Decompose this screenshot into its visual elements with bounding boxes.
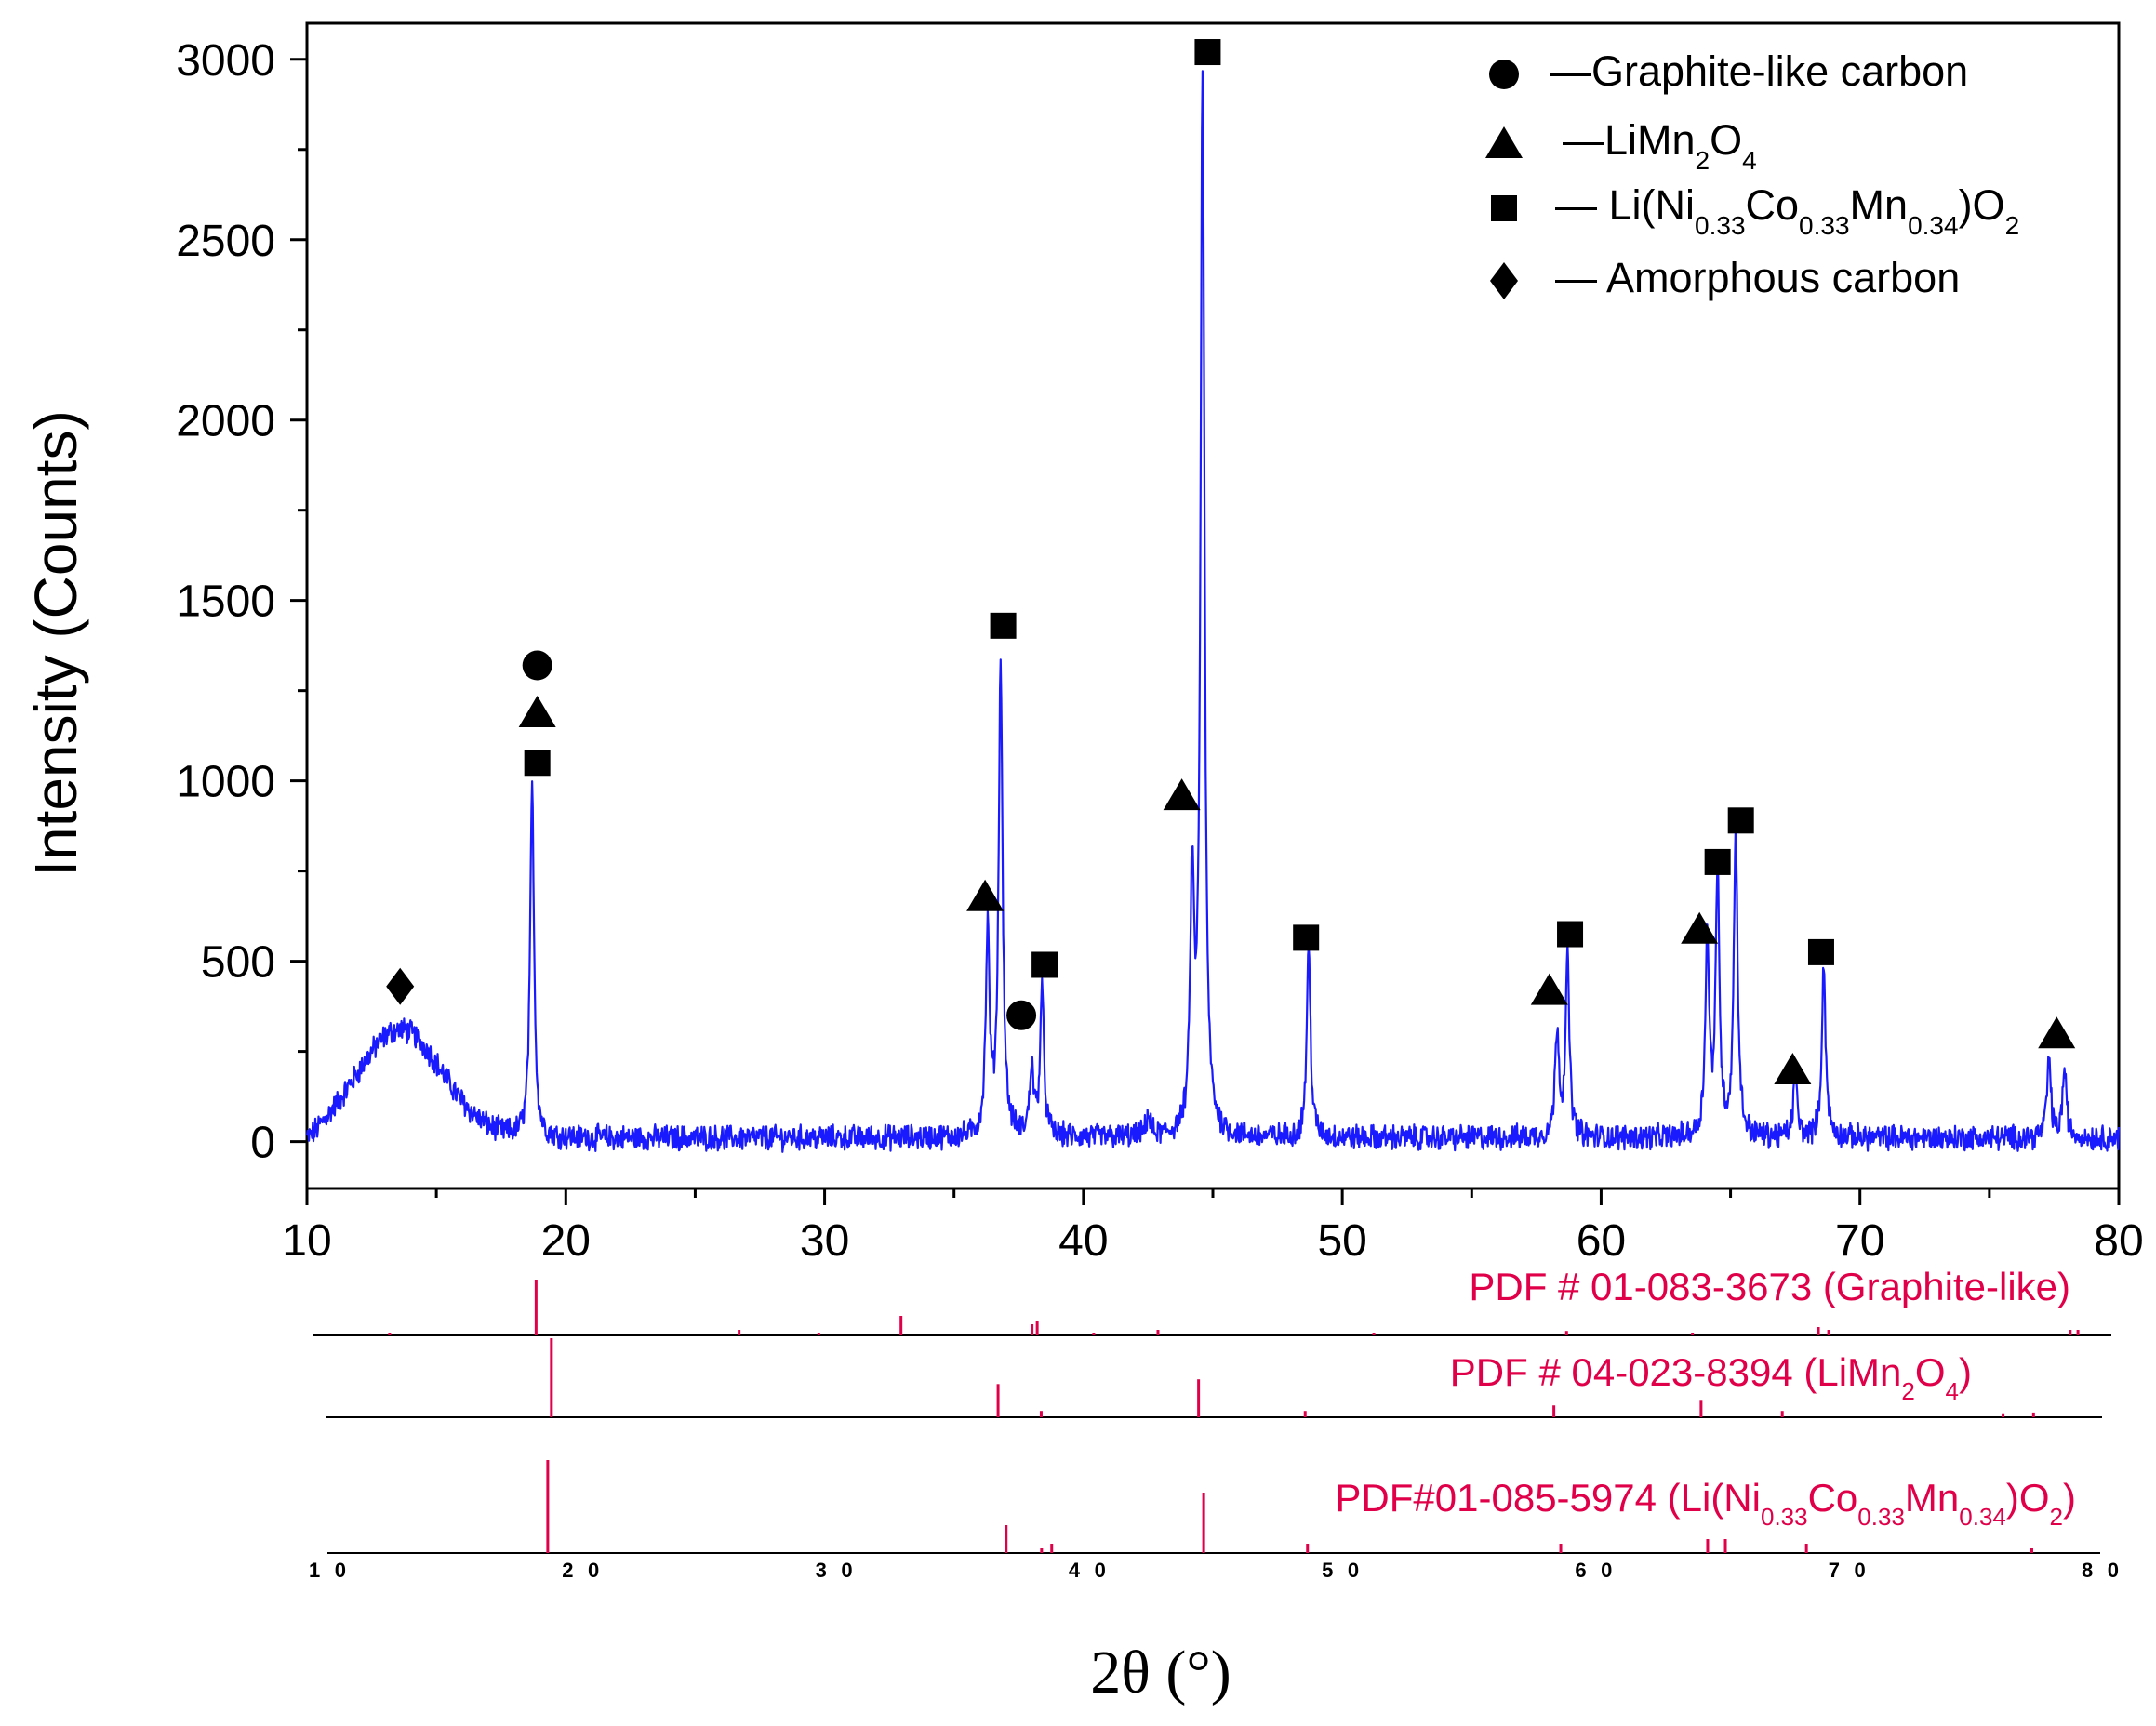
legend-marker-square (1491, 195, 1517, 221)
x-tick-label: 30 (800, 1216, 849, 1266)
reference-x-tick-label: 10 (309, 1559, 346, 1582)
legend-label: — Amorphous carbon (1555, 254, 1960, 301)
legend-marker-diamond (1490, 262, 1518, 299)
legend: —Graphite-like carbon —LiMn2O4 — Li(Ni0.33… (1485, 47, 2019, 301)
peak-marker-square (1807, 938, 1834, 965)
legend-label: —LiMn2O4 (1563, 116, 1757, 175)
peak-marker-triangle (1163, 778, 1201, 811)
peak-marker-square (1194, 39, 1221, 66)
reference-label: PDF # 04-023-8394 (LiMn2O4) (1450, 1350, 1972, 1405)
y-axis-label: Intensity (Counts) (22, 410, 89, 877)
peak-marker-triangle (1530, 973, 1568, 1005)
y-tick-label: 500 (201, 938, 275, 988)
reference-x-tick-label: 30 (816, 1559, 853, 1582)
reference-x-tick-label: 20 (562, 1559, 599, 1582)
peak-marker-triangle (518, 695, 556, 727)
x-tick-label: 70 (1835, 1216, 1884, 1266)
plot-frame (305, 21, 2121, 1190)
y-tick-label: 1000 (176, 758, 275, 807)
peak-marker-square (1031, 951, 1058, 978)
peak-marker-diamond (386, 967, 415, 1005)
x-axis-label: 2θ (°) (1090, 1639, 1231, 1706)
reference-patterns: PDF # 01-083-3673 (Graphite-like) PDF # 0… (309, 1265, 2119, 1582)
peak-marker-square (990, 612, 1017, 639)
peak-marker-square (524, 750, 551, 777)
x-tick-label: 40 (1058, 1216, 1108, 1266)
x-tick-label: 10 (282, 1216, 331, 1266)
reference-x-tick-label: 80 (2082, 1559, 2119, 1582)
reference-x-tick-label: 50 (1322, 1559, 1359, 1582)
reference-label: PDF#01-085-5974 (Li(Ni0.33Co0.33Mn0.34)O… (1335, 1476, 2076, 1531)
y-tick-label: 3000 (176, 36, 275, 86)
reference-x-tick-label: 60 (1575, 1559, 1612, 1582)
x-tick-label: 20 (541, 1216, 591, 1266)
legend-label: —Graphite-like carbon (1550, 47, 1968, 95)
x-tick-label: 60 (1577, 1216, 1626, 1266)
peak-marker-square (1704, 848, 1731, 875)
peak-marker-triangle (2038, 1016, 2076, 1049)
peak-marker-circle (1006, 1000, 1037, 1030)
reference-x-tick-label: 70 (1829, 1559, 1866, 1582)
peak-marker-circle (522, 650, 552, 681)
reference-x-tick-label: 40 (1069, 1559, 1106, 1582)
reference-label: PDF # 01-083-3673 (Graphite-like) (1469, 1265, 2070, 1308)
x-tick-label: 80 (2094, 1216, 2143, 1266)
peak-marker-square (1557, 921, 1584, 948)
xrd-pattern-line (305, 70, 2121, 1153)
y-tick-label: 1500 (176, 578, 275, 627)
peak-marker-square (1727, 807, 1754, 834)
legend-marker-circle (1489, 60, 1519, 89)
y-tick-label: 2500 (176, 217, 275, 266)
peak-marker-square (1293, 924, 1320, 951)
x-tick-label: 50 (1317, 1216, 1366, 1266)
peak-marker-triangle (966, 879, 1005, 911)
peak-marker-triangle (1774, 1052, 1812, 1084)
peak-marker-triangle (1681, 911, 1719, 944)
legend-label: — Li(Ni0.33Co0.33Mn0.34)O2 (1555, 181, 2019, 240)
main-plot: 0 500 1000 1500 2000 2500 3000 10 20 30 40 50 60 70 80 (176, 21, 2144, 1266)
legend-marker-triangle (1485, 126, 1523, 158)
y-tick-label: 2000 (176, 397, 275, 446)
y-tick-label: 0 (250, 1119, 275, 1168)
